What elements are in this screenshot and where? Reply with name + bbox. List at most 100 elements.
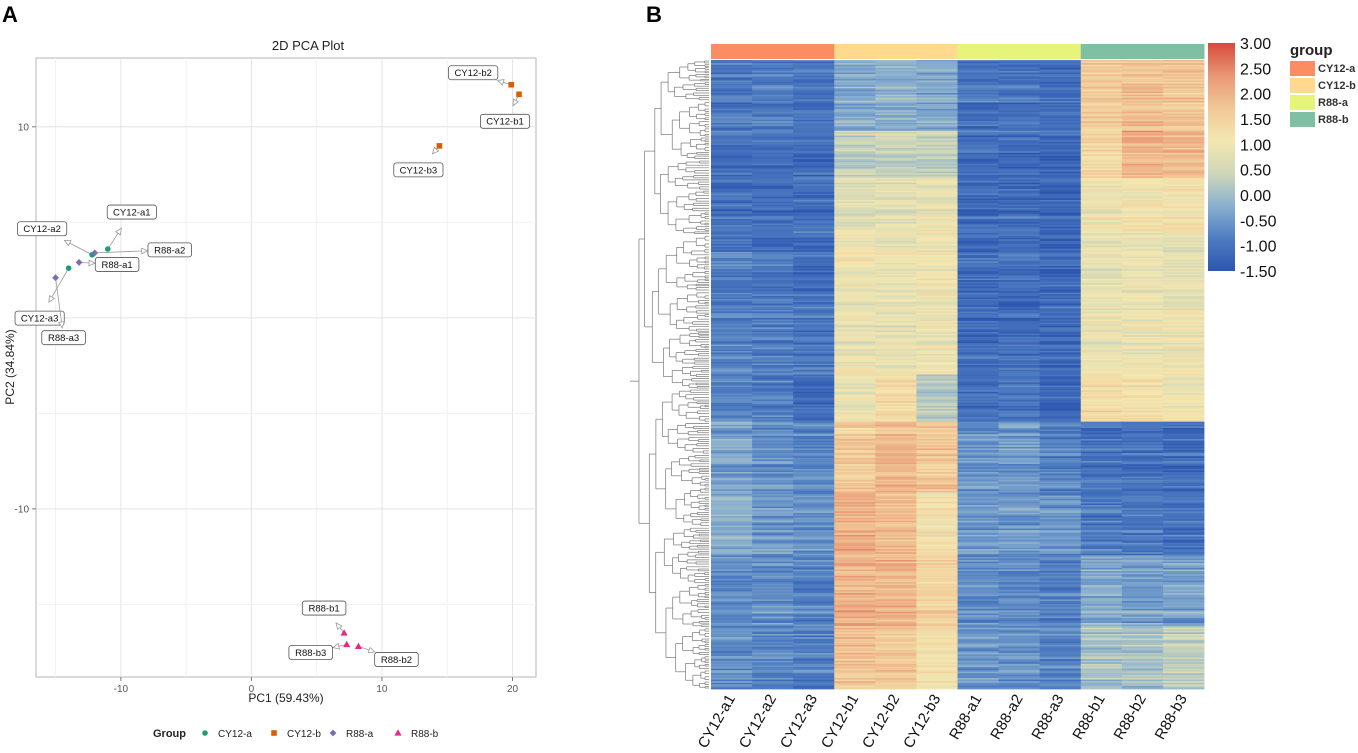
heatmap-cell [1080, 199, 1123, 202]
heatmap-cell [998, 509, 1041, 512]
heatmap-cell [1162, 377, 1205, 380]
heatmap-cell [1080, 481, 1123, 484]
heatmap-cell [793, 258, 835, 261]
heatmap-cell [1039, 89, 1082, 92]
heatmap-cell [793, 448, 835, 451]
heatmap-cell [916, 245, 958, 248]
heatmap-cell [1121, 243, 1164, 246]
heatmap-cell [834, 490, 876, 493]
heatmap-cell [998, 297, 1041, 300]
heatmap-cell [711, 88, 753, 91]
heatmap-cell [711, 520, 753, 523]
heatmap-cell [834, 251, 876, 254]
heatmap-cell [834, 380, 876, 383]
heatmap-cell [957, 412, 999, 415]
heatmap-cell [875, 78, 917, 81]
heatmap-cell [1121, 137, 1164, 140]
heatmap-cell [875, 316, 917, 319]
heatmap-cell [711, 475, 753, 478]
heatmap-cell [752, 560, 794, 563]
heatmap-cell [752, 311, 794, 314]
heatmap-cell [1080, 187, 1123, 190]
heatmap-cell [916, 299, 958, 301]
heatmap-cell [1121, 166, 1164, 169]
heatmap-cell [998, 89, 1041, 92]
heatmap-cell [711, 187, 753, 190]
heatmap-cell [1121, 74, 1164, 77]
heatmap-cell [916, 382, 958, 385]
heatmap-cell [998, 122, 1041, 125]
heatmap-cell [957, 349, 999, 352]
heatmap-cell [916, 116, 958, 119]
heatmap-cell [998, 261, 1041, 264]
heatmap-cell [957, 388, 999, 391]
heatmap-cell [711, 344, 753, 347]
heatmap-cell [1080, 64, 1123, 67]
heatmap-cell [793, 110, 835, 113]
pca-label-box [301, 600, 347, 616]
heatmap-cell [1121, 354, 1164, 357]
heatmap-cell [1080, 399, 1123, 402]
heatmap-cell [1121, 75, 1164, 78]
heatmap-cell [711, 137, 753, 140]
heatmap-cell [916, 495, 958, 498]
heatmap-cell [875, 212, 917, 215]
heatmap-cell [1080, 311, 1123, 314]
heatmap-cell [752, 163, 794, 166]
heatmap-cell [916, 217, 958, 220]
heatmap-cell [711, 366, 753, 369]
heatmap-cell [957, 99, 999, 102]
heatmap-cell [711, 289, 753, 292]
heatmap-cell [1121, 93, 1164, 95]
heatmap-cell [752, 137, 794, 140]
heatmap-cell [1121, 214, 1164, 217]
heatmap-cell [1039, 94, 1082, 97]
heatmap-cell [1039, 75, 1082, 78]
heatmap-cell [711, 204, 753, 207]
heatmap-cell [957, 534, 999, 537]
heatmap-cell [752, 511, 794, 514]
heatmap-cell [998, 431, 1041, 434]
heatmap-cell [1162, 243, 1205, 246]
heatmap-cell [957, 420, 999, 423]
heatmap-cell [916, 523, 958, 526]
heatmap-cell [1080, 214, 1123, 217]
heatmap-cell [875, 165, 917, 168]
heatmap-cell [998, 355, 1041, 358]
heatmap-cell [834, 210, 876, 213]
heatmap-cell [793, 232, 835, 235]
heatmap-cell [998, 332, 1041, 335]
heatmap-cell [875, 288, 917, 290]
heatmap-cell [1080, 220, 1123, 223]
heatmap-cell [711, 431, 753, 434]
heatmap-cell [1039, 126, 1082, 129]
heatmap-cell [957, 556, 999, 559]
heatmap-cell [875, 328, 917, 331]
heatmap-cell [957, 549, 999, 552]
heatmap-cell [1039, 209, 1082, 212]
pca-title: 2D PCA Plot [272, 38, 345, 53]
pca-plot: 2D PCA Plot -1001020100-10 CY12-a1CY12-a… [3, 38, 537, 740]
heatmap-cell [998, 264, 1041, 267]
heatmap-cell [711, 116, 753, 119]
heatmap-cell [752, 574, 794, 577]
heatmap-cell [998, 212, 1041, 215]
heatmap-cell [711, 487, 753, 490]
heatmap-cell [834, 115, 876, 118]
heatmap-cell [1080, 563, 1123, 566]
heatmap-cell [875, 501, 917, 504]
heatmap-cell [1080, 468, 1123, 471]
heatmap-cell [875, 435, 917, 438]
heatmap-cell [793, 273, 835, 276]
heatmap-cell [752, 242, 794, 245]
heatmap-cell [916, 275, 958, 278]
heatmap-cell [957, 368, 999, 371]
heatmap-cell [998, 77, 1041, 80]
heatmap-cell [1039, 288, 1082, 290]
heatmap-cell [957, 284, 999, 287]
heatmap-cell [711, 391, 753, 394]
heatmap-cell [916, 251, 958, 254]
heatmap-cell [1080, 303, 1123, 306]
heatmap-cell [1039, 344, 1082, 347]
heatmap-cell [752, 361, 794, 364]
